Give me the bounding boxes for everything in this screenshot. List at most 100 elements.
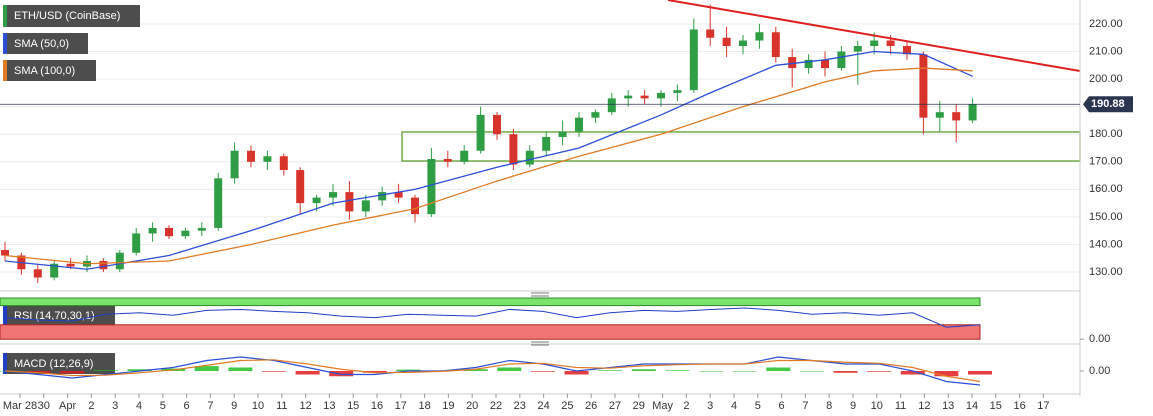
x-tick-label: 2 xyxy=(683,400,689,412)
legend-box[interactable] xyxy=(3,353,115,374)
candle-body xyxy=(279,156,288,171)
candle-body xyxy=(33,269,42,278)
candle-body xyxy=(870,40,879,47)
macd-histogram xyxy=(228,367,253,371)
sma-line xyxy=(4,50,973,270)
x-tick-label: 11 xyxy=(895,400,906,412)
candle-body xyxy=(624,95,633,99)
candle-body xyxy=(575,117,583,132)
x-tick-label: 18 xyxy=(418,400,430,412)
candle-body xyxy=(903,46,911,55)
candle-body xyxy=(460,150,469,162)
candle-body xyxy=(99,260,108,270)
macd-histogram xyxy=(934,371,959,377)
macd-histogram xyxy=(194,366,219,371)
legend-label: SMA (100,0) xyxy=(14,65,75,77)
x-tick-label: 4 xyxy=(731,400,737,412)
x-tick-label: 16 xyxy=(371,400,383,412)
x-tick-label: 15 xyxy=(347,400,359,412)
macd-histogram xyxy=(564,371,589,375)
y-tick-label: 0.00 xyxy=(1089,333,1110,345)
x-tick-label: 6 xyxy=(184,400,190,412)
candle-body xyxy=(247,150,255,162)
candle-body xyxy=(788,57,797,69)
x-tick-label: Apr xyxy=(59,400,76,412)
macd-histogram xyxy=(530,371,555,372)
candle-body xyxy=(558,131,567,137)
candle-body xyxy=(509,134,518,165)
candle-body xyxy=(378,192,387,201)
legend-swatch xyxy=(3,60,7,81)
macd-histogram xyxy=(867,371,892,372)
legend-label: MACD (12,26,9) xyxy=(14,358,93,370)
x-tick-label: 17 xyxy=(1037,400,1049,412)
candle-body xyxy=(952,112,961,121)
candle-body xyxy=(411,197,419,215)
x-tick-label: 9 xyxy=(231,400,237,412)
candle-body xyxy=(148,227,157,234)
candle-body xyxy=(427,159,436,215)
x-tick-label: 12 xyxy=(918,400,930,412)
candle-body xyxy=(968,104,977,121)
macd-histogram xyxy=(900,371,925,375)
legend-swatch xyxy=(3,353,7,374)
candle-body xyxy=(329,192,337,198)
legend-label: RSI (14,70,30,1) xyxy=(14,310,95,322)
candle-body xyxy=(214,178,223,228)
y-tick-label: 140.00 xyxy=(1089,238,1123,250)
macd-histogram xyxy=(497,367,522,371)
macd-histogram xyxy=(93,370,118,371)
candle-body xyxy=(476,114,485,151)
candle-body xyxy=(837,51,846,69)
legend-box[interactable] xyxy=(3,33,88,54)
legend-box[interactable] xyxy=(3,60,96,81)
candle-body xyxy=(525,150,534,165)
macd-histogram xyxy=(261,371,286,372)
x-tick-label: May xyxy=(652,400,673,412)
x-tick-label: 10 xyxy=(252,400,264,412)
rsi-band-high xyxy=(0,297,981,307)
rsi-band-low xyxy=(0,324,981,340)
marks xyxy=(1,4,977,284)
x-tick-label: 29 xyxy=(633,400,645,412)
x-tick-label: 2 xyxy=(88,400,94,412)
macd-histogram xyxy=(631,369,656,371)
candle-body xyxy=(115,252,124,270)
candle-body xyxy=(181,230,190,237)
macd-histogram xyxy=(60,371,85,374)
macd-histogram xyxy=(699,371,724,372)
x-tick-label: 30 xyxy=(38,400,50,412)
macd-histogram xyxy=(799,371,824,372)
candle-body xyxy=(230,150,239,179)
x-tick-label: 11 xyxy=(276,400,287,412)
legend-box[interactable] xyxy=(3,5,140,27)
candle-body xyxy=(673,90,682,93)
y-tick-label: 220.00 xyxy=(1089,18,1123,30)
macd-histogram xyxy=(127,369,152,371)
candle-body xyxy=(706,29,715,38)
y-tick-label: 0.00 xyxy=(1089,365,1110,377)
signal-line xyxy=(4,359,981,383)
candle-body xyxy=(607,98,616,113)
legend-label: ETH/USD (CoinBase) xyxy=(14,10,120,22)
x-tick-label: 7 xyxy=(207,400,213,412)
drag-handle[interactable] xyxy=(531,292,549,297)
candle-body xyxy=(919,54,928,118)
legend-box[interactable] xyxy=(3,306,115,326)
candle-body xyxy=(493,114,501,135)
x-tick-label: 10 xyxy=(871,400,883,412)
x-tick-label: 13 xyxy=(942,400,954,412)
x-tick-label: 23 xyxy=(514,400,526,412)
x-tick-label: 12 xyxy=(299,400,311,412)
x-tick-label: 15 xyxy=(990,400,1002,412)
macd-histogram xyxy=(833,371,858,373)
drag-handle[interactable] xyxy=(531,341,549,346)
legend-swatch xyxy=(3,33,7,54)
candle-body xyxy=(853,46,862,52)
y-tick-label: 130.00 xyxy=(1089,266,1123,278)
candle-body xyxy=(197,227,206,231)
candle-body xyxy=(542,136,551,151)
candle-body xyxy=(263,156,272,162)
legend-label: SMA (50,0) xyxy=(14,38,69,50)
